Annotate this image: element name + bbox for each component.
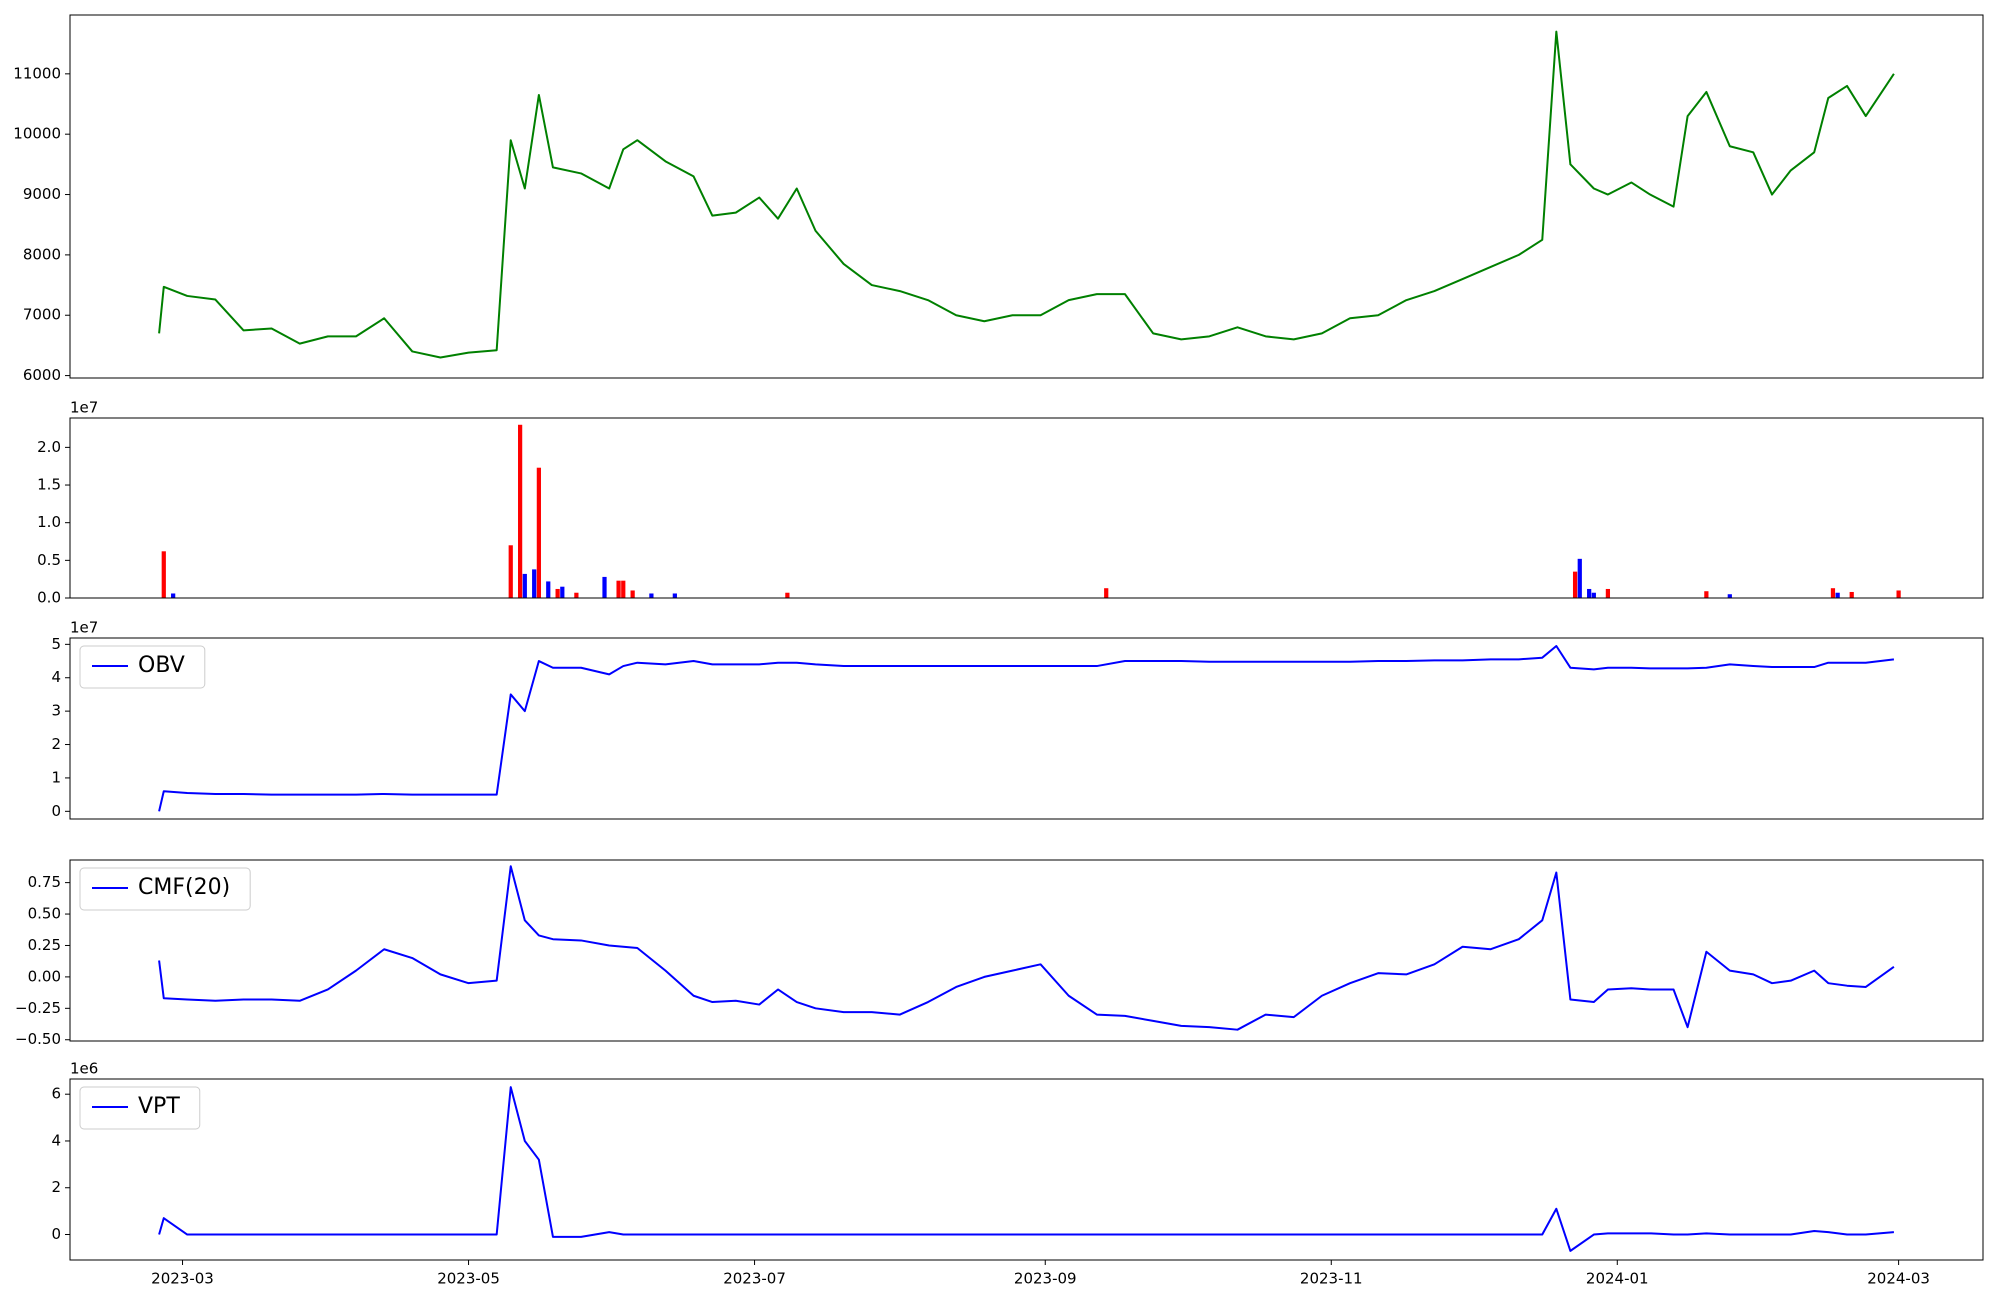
volume-bar xyxy=(1572,571,1578,598)
volume-bar xyxy=(560,586,565,598)
volume-bar xyxy=(1591,592,1596,598)
volume-bar xyxy=(546,581,551,598)
x-tick-label: 2024-01 xyxy=(1586,1270,1649,1288)
y-tick-label: 4 xyxy=(51,1131,61,1149)
volume-bar xyxy=(1849,591,1854,598)
axes-frame xyxy=(69,14,1984,379)
axes-frame xyxy=(69,417,1984,599)
y-tick-label: 0.50 xyxy=(28,905,61,923)
volume-bar xyxy=(508,545,513,598)
legend xyxy=(79,645,206,689)
axes-frame xyxy=(69,1078,1984,1261)
x-tick-label: 2023-11 xyxy=(1300,1270,1363,1288)
volume-bar xyxy=(1104,588,1109,598)
y-tick-label: 5 xyxy=(51,635,61,653)
y-tick-label: 10000 xyxy=(13,125,61,143)
volume-bar xyxy=(1605,588,1611,598)
legend-label: CMF(20) xyxy=(138,875,230,900)
volume-bar xyxy=(649,593,654,598)
y-tick-label: 8000 xyxy=(23,245,61,263)
x-tick-label: 2023-09 xyxy=(1014,1270,1077,1288)
legend xyxy=(79,1086,201,1130)
legend-label: VPT xyxy=(138,1094,180,1119)
y-tick-label: 0 xyxy=(51,1225,61,1243)
y-tick-label: 6 xyxy=(51,1085,61,1103)
axis-offset-label: 1e6 xyxy=(70,1060,98,1078)
x-tick-label: 2024-03 xyxy=(1867,1270,1930,1288)
line-series xyxy=(158,1086,1894,1252)
volume-bar xyxy=(616,580,621,598)
volume-bar xyxy=(171,593,176,598)
x-tick-label: 2023-07 xyxy=(723,1270,786,1288)
volume-bar xyxy=(574,592,579,598)
y-tick-label: 9000 xyxy=(23,185,61,203)
line-series xyxy=(158,865,1895,1031)
volume-bar xyxy=(1727,594,1732,598)
volume-bar xyxy=(522,573,527,598)
y-tick-label: 0 xyxy=(51,802,61,820)
axis-offset-label: 1e7 xyxy=(70,619,98,637)
volume-bar xyxy=(1896,590,1901,598)
y-tick-label: 0.75 xyxy=(28,873,61,891)
y-tick-label: 2 xyxy=(51,1178,61,1196)
volume-bar xyxy=(621,580,626,598)
axes-frame xyxy=(69,859,1984,1042)
axis-offset-label: 1e7 xyxy=(70,399,98,417)
y-tick-label: 6000 xyxy=(23,366,61,384)
volume-bar xyxy=(555,588,560,598)
volume-bar xyxy=(1704,591,1709,598)
volume-bar xyxy=(785,592,790,598)
legend-label: OBV xyxy=(138,653,185,678)
axes-frame xyxy=(69,637,1984,820)
volume-bar xyxy=(161,551,166,598)
y-tick-label: 0.5 xyxy=(37,551,61,569)
y-tick-label: 2.0 xyxy=(37,438,61,456)
volume-bar xyxy=(1835,592,1840,598)
legend xyxy=(79,867,251,911)
line-series xyxy=(158,645,1895,812)
y-tick-label: 7000 xyxy=(23,306,61,324)
y-tick-label: 1.0 xyxy=(37,513,61,531)
volume-bar xyxy=(1830,588,1836,598)
y-tick-label: 0.00 xyxy=(28,967,61,985)
volume-bar xyxy=(672,593,677,598)
line-series xyxy=(158,30,1895,359)
volume-bar xyxy=(518,424,523,598)
y-tick-label: 1 xyxy=(51,768,61,786)
x-tick-label: 2023-05 xyxy=(437,1270,500,1288)
volume-bar xyxy=(602,576,607,598)
volume-bar xyxy=(1587,588,1592,598)
y-tick-label: 0.25 xyxy=(28,936,61,954)
volume-bar xyxy=(536,467,541,598)
y-tick-label: 3 xyxy=(51,702,61,720)
y-tick-label: 4 xyxy=(51,668,61,686)
y-tick-label: −0.50 xyxy=(15,1030,61,1048)
y-tick-label: 2 xyxy=(51,735,61,753)
volume-bar xyxy=(1577,558,1582,598)
y-tick-label: 1.5 xyxy=(37,476,61,494)
volume-bar xyxy=(532,569,537,598)
y-tick-label: 0.0 xyxy=(37,589,61,607)
y-tick-label: 11000 xyxy=(13,64,61,82)
x-tick-label: 2023-03 xyxy=(151,1270,214,1288)
volume-bar xyxy=(630,590,635,598)
y-tick-label: −0.25 xyxy=(15,999,61,1017)
